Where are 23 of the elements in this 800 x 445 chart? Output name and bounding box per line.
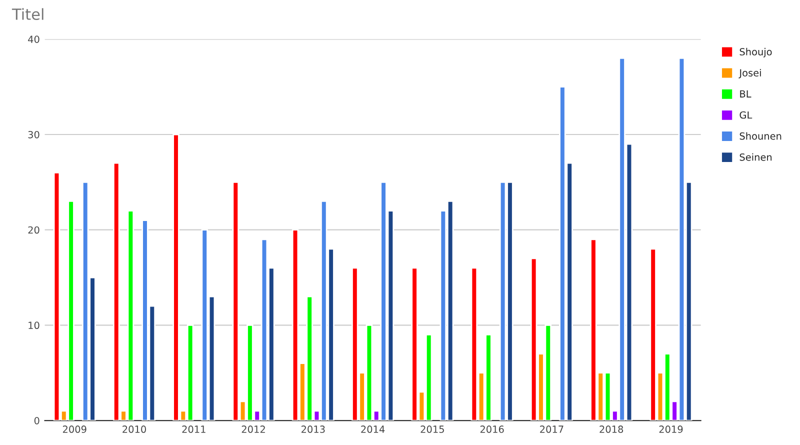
x-tick-label: 2017 [540, 426, 564, 433]
legend-label: GL [740, 111, 752, 119]
x-tick-label: 2009 [62, 426, 86, 433]
y-tick-label: 0 [34, 417, 40, 424]
x-tick-label: 2012 [242, 426, 265, 433]
legend-label: Shoujo [740, 48, 772, 58]
chart-title: Titel [12, 8, 44, 20]
legend-label: Josei [738, 68, 761, 78]
y-tick-label: 30 [28, 130, 40, 138]
legend-label: Seinen [740, 153, 772, 161]
y-tick-label: 10 [28, 322, 40, 330]
x-tick-label: 2019 [659, 426, 683, 433]
y-tick-label: 20 [28, 226, 40, 234]
x-tick-label: 2015 [420, 426, 444, 433]
x-tick-label: 2014 [361, 426, 385, 433]
x-tick-label: 2013 [302, 426, 325, 433]
legend-label: BL [740, 90, 752, 98]
x-tick-label: 2011 [182, 426, 206, 433]
x-tick-label: 2018 [600, 426, 624, 433]
y-tick-label: 40 [28, 36, 40, 43]
x-tick-label: 2010 [122, 426, 146, 433]
legend-label: Shounen [740, 132, 782, 140]
x-tick-label: 2016 [480, 426, 504, 433]
